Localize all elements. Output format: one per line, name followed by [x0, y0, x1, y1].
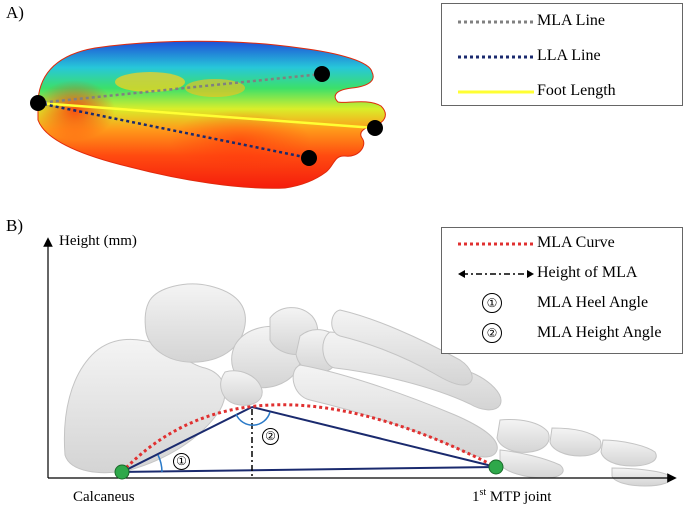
legend-label: MLA Curve	[537, 234, 615, 251]
mtp-label-rest: MTP joint	[486, 489, 552, 505]
mtp-label-suffix: st	[479, 487, 487, 498]
height-angle-marker: ②	[262, 428, 279, 445]
lla-line	[37, 101, 310, 160]
first-mtp-point	[314, 66, 330, 82]
mla-curve	[120, 403, 497, 474]
foot-length-line	[37, 101, 376, 130]
legend-label: Height of MLA	[537, 264, 638, 281]
lla-line-swatch	[458, 55, 534, 59]
legend-label: LLA Line	[537, 47, 601, 64]
axes	[43, 237, 677, 483]
legend-item-height-angle: ② MLA Height Angle	[442, 322, 682, 346]
calcaneus-label: Calcaneus	[73, 489, 135, 505]
heel-angle-symbol: ①	[482, 293, 502, 313]
toe-point	[367, 120, 383, 136]
legend-item-heel-angle: ① MLA Heel Angle	[442, 292, 682, 316]
legend-item-height-of-mla: Height of MLA	[442, 262, 682, 286]
legend-item-mla-curve: MLA Curve	[442, 232, 682, 256]
legend-label: MLA Height Angle	[537, 324, 662, 341]
heel-angle-marker: ①	[173, 453, 190, 470]
height-angle-symbol: ②	[482, 323, 502, 343]
first-mtp-joint-label: 1st MTP joint	[472, 487, 551, 506]
legend-item-mla-line: MLA Line	[442, 10, 682, 34]
height-of-mla-swatch	[458, 270, 534, 278]
legend-label: MLA Heel Angle	[537, 294, 649, 311]
legend-item-foot-length: Foot Length	[442, 80, 682, 104]
heel-angle-arc	[157, 454, 163, 473]
y-axis-label: Height (mm)	[59, 233, 137, 249]
mtp-label-number: 1	[472, 489, 480, 505]
fifth-mtp-point	[301, 150, 317, 166]
legend-panel-a: MLA Line LLA Line Foot Length	[441, 3, 683, 106]
legend-item-lla-line: LLA Line	[442, 45, 682, 69]
foot-length-swatch	[458, 90, 534, 94]
legend-panel-b: MLA Curve Height of MLA ① MLA Heel Angle…	[441, 227, 683, 354]
heel-point	[30, 95, 46, 111]
height-angle-arc	[235, 411, 271, 426]
calcaneus-point	[114, 464, 130, 480]
mla-curve-swatch	[458, 242, 534, 246]
legend-label: Foot Length	[537, 82, 616, 99]
panel-a-label: A)	[6, 3, 24, 22]
panel-b-label: B)	[6, 216, 23, 235]
foot-bones-illustration	[63, 283, 672, 487]
first-mtp-joint-point	[488, 459, 504, 475]
mla-triangle	[121, 406, 497, 473]
legend-label: MLA Line	[537, 12, 605, 29]
mla-line-swatch	[458, 20, 534, 24]
